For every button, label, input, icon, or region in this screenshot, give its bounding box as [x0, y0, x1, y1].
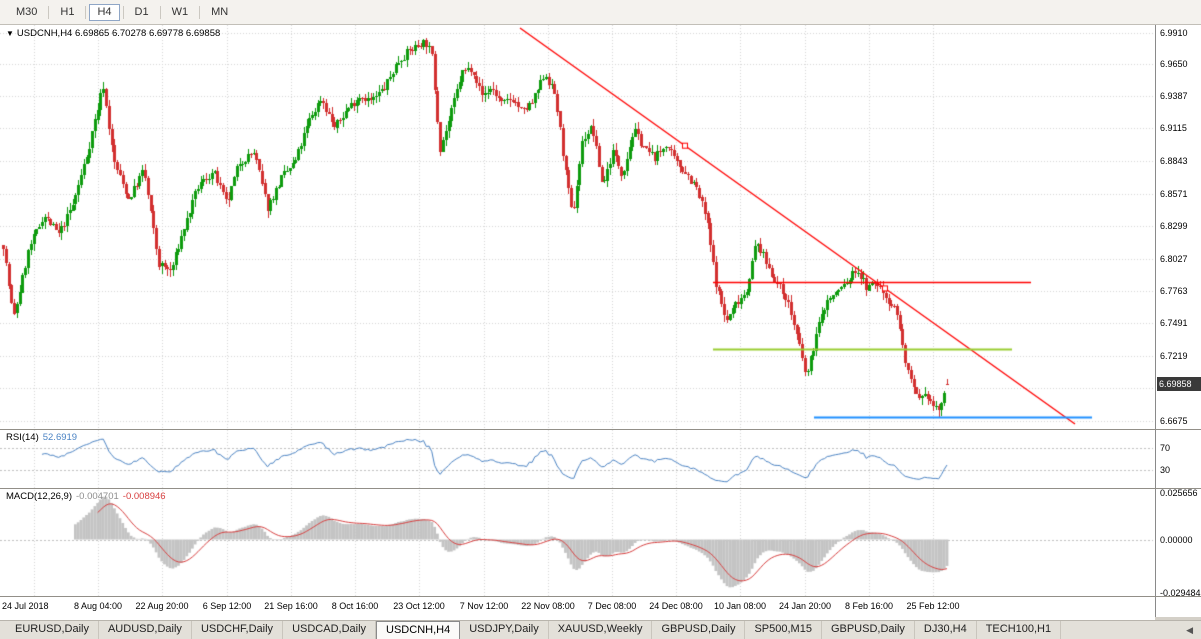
- chart-menu-arrow-icon[interactable]: ▼: [6, 29, 14, 38]
- tab-tech100-h1[interactable]: TECH100,H1: [977, 621, 1062, 639]
- rsi-axis-label: 30: [1160, 464, 1171, 475]
- chart-ohlc-title: USDCNH,H4 6.69865 6.70278 6.69778 6.6985…: [16, 28, 221, 39]
- time-axis-label: 8 Feb 16:00: [844, 601, 894, 611]
- time-axis-label: 8 Oct 16:00: [331, 601, 379, 611]
- time-axis-label: 8 Aug 04:00: [73, 601, 123, 611]
- tab-audusd-daily[interactable]: AUDUSD,Daily: [99, 621, 192, 639]
- macd-label: MACD(12,26,9): [6, 491, 72, 502]
- timeframe-m30-button[interactable]: M30: [8, 4, 45, 21]
- chart-title: ▼ USDCNH,H4 6.69865 6.70278 6.69778 6.698…: [6, 28, 220, 39]
- tab-sp500-m15[interactable]: SP500,M15: [745, 621, 822, 639]
- toolbar-separator: [159, 5, 161, 19]
- time-axis-label: 24 Dec 08:00: [649, 601, 703, 611]
- price-axis-label: 6.7219: [1160, 350, 1188, 361]
- price-axis[interactable]: 6.69858 6.9910 6.9650 6.9387 6.9115 6.8843 6.…: [1155, 25, 1201, 617]
- toolbar-separator: [85, 5, 87, 19]
- tab-usdchf-daily[interactable]: USDCHF,Daily: [192, 621, 284, 639]
- timeframe-d1-button[interactable]: D1: [127, 4, 157, 21]
- tab-xauusd-weekly[interactable]: XAUUSD,Weekly: [549, 621, 653, 639]
- time-axis-label: 22 Nov 08:00: [521, 601, 575, 611]
- tab-scroll-left-icon[interactable]: ◀: [1186, 625, 1193, 635]
- toolbar-separator: [48, 5, 50, 19]
- price-axis-label: 6.9910: [1160, 28, 1188, 38]
- price-axis-label: 6.8299: [1160, 221, 1188, 232]
- tab-gbpusd-daily[interactable]: GBPUSD,Daily: [652, 621, 746, 639]
- chart-tabs-bar: EURUSD,Daily AUDUSD,Daily USDCHF,Daily USDC…: [0, 620, 1201, 639]
- rsi-indicator-header: RSI(14) 52.6919: [6, 432, 77, 443]
- time-axis-label: 25 Feb 12:00: [906, 601, 960, 611]
- time-axis-label: 7 Nov 12:00: [459, 601, 509, 611]
- rsi-value: 52.6919: [42, 432, 78, 443]
- price-axis-label: 6.7491: [1160, 318, 1188, 329]
- current-price-badge: 6.69858: [1157, 377, 1201, 391]
- time-axis-label: 10 Jan 08:00: [713, 601, 767, 611]
- price-axis-label: 6.6675: [1160, 416, 1188, 426]
- price-chart-canvas[interactable]: [0, 25, 1155, 620]
- time-axis-label: 23 Oct 12:00: [393, 601, 445, 611]
- tab-gbpusd-daily[interactable]: GBPUSD,Daily: [822, 621, 915, 639]
- price-axis-label: 6.8027: [1160, 253, 1188, 264]
- macd-axis-label: -0.029484: [1160, 588, 1201, 598]
- macd-main-value: -0.004701: [76, 491, 119, 502]
- toolbar-separator: [122, 5, 124, 19]
- chart-tabs: EURUSD,Daily AUDUSD,Daily USDCHF,Daily USDC…: [6, 621, 1062, 639]
- timeframe-h4-button[interactable]: H4: [89, 3, 120, 21]
- macd-axis-label: 0.025656: [1160, 488, 1198, 498]
- time-axis-label: 6 Sep 12:00: [202, 601, 252, 611]
- tab-usdcad-daily[interactable]: USDCAD,Daily: [283, 621, 377, 639]
- timeframe-toolbar: M30 H1 H4 D1 W1 MN: [0, 0, 1201, 25]
- time-axis-label: 24 Jan 20:00: [778, 601, 832, 611]
- timeframe-mn-button[interactable]: MN: [203, 4, 236, 21]
- time-axis-label: 22 Aug 20:00: [135, 601, 189, 611]
- time-axis-label: 21 Sep 16:00: [264, 601, 318, 611]
- macd-indicator-header: MACD(12,26,9) -0.004701 -0.008946: [6, 491, 166, 502]
- panel-separator: [0, 596, 1201, 597]
- tab-usdjpy-daily[interactable]: USDJPY,Daily: [460, 621, 549, 639]
- timeframe-w1-button[interactable]: W1: [164, 4, 197, 21]
- price-axis-label: 6.9115: [1160, 123, 1187, 134]
- toolbar-separator: [199, 5, 201, 19]
- rsi-axis-label: 70: [1160, 443, 1171, 454]
- tab-eurusd-daily[interactable]: EURUSD,Daily: [6, 621, 99, 639]
- price-axis-label: 6.9650: [1160, 59, 1188, 70]
- tab-dj30-h4[interactable]: DJ30,H4: [915, 621, 977, 639]
- rsi-label: RSI(14): [6, 432, 39, 443]
- macd-axis-label: 0.00000: [1160, 534, 1193, 545]
- time-axis-label: 24 Jul 2018: [2, 601, 49, 611]
- chart-window: ▼ USDCNH,H4 6.69865 6.70278 6.69778 6.698…: [0, 25, 1201, 620]
- time-axis-label: 7 Dec 08:00: [587, 601, 637, 611]
- panel-separator[interactable]: [0, 488, 1201, 489]
- tab-usdcnh-h4[interactable]: USDCNH,H4: [376, 621, 461, 639]
- price-axis-label: 6.8571: [1160, 188, 1188, 199]
- price-axis-label: 6.7763: [1160, 285, 1188, 296]
- panel-separator[interactable]: [0, 429, 1201, 430]
- macd-signal-value: -0.008946: [122, 491, 166, 502]
- price-axis-label: 6.8843: [1160, 155, 1188, 166]
- timeframe-h1-button[interactable]: H1: [52, 4, 82, 21]
- price-axis-label: 6.9387: [1160, 90, 1188, 101]
